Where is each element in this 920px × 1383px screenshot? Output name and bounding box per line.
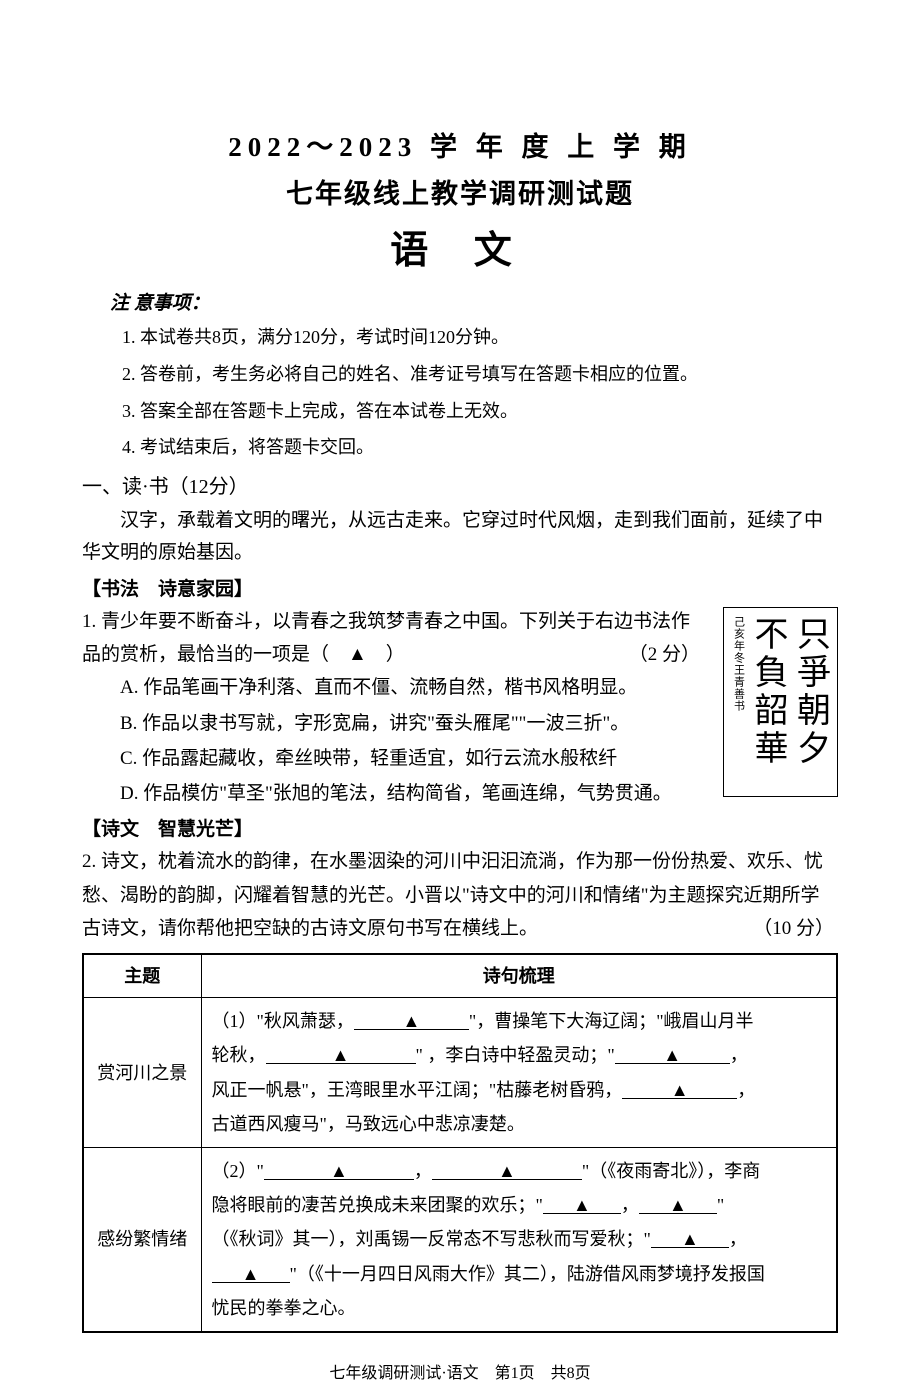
question-2-text: 2. 诗文，枕着流水的韵律，在水墨洇染的河川中汩汩流淌，作为那一份份热爱、欢乐、… — [82, 845, 838, 945]
row1-theme: 赏河川之景 — [83, 998, 201, 1148]
r2-t9: "（《十一月四日风雨大作》其二），陆游借风雨梦境抒发报国 — [290, 1264, 765, 1284]
r1-t1: （1）"秋风萧瑟， — [212, 1011, 354, 1031]
r2-t7: （《秋词》其一），刘禹锡一反常态不写悲秋而写爱秋；" — [212, 1229, 651, 1249]
notice-item-3: 3. 答案全部在答题卡上完成，答在本试卷上无效。 — [122, 397, 838, 426]
blank-8: ▲ — [639, 1196, 717, 1214]
r2-t4: 隐将眼前的凄苦兑换成未来团聚的欢乐；" — [212, 1195, 543, 1215]
blank-1: ▲ — [354, 1012, 469, 1030]
option-a: A. 作品笔画干净利落、直而不僵、流畅自然，楷书风格明显。 — [120, 671, 708, 704]
calligraphy-col-2: 不負韶華 — [749, 616, 786, 768]
option-d: D. 作品模仿"草圣"张旭的笔法，结构简省，笔画连绵，气势贯通。 — [120, 777, 708, 810]
title-line-3: 语 文 — [82, 219, 838, 274]
sub-header-calligraphy: 【书法 诗意家园】 — [82, 574, 838, 601]
th-content: 诗句梳理 — [201, 954, 837, 998]
r1-t8: 古道西风瘦马"，马致远心中悲凉凄楚。 — [212, 1114, 525, 1134]
question-1-container: 1. 青少年要不断奋斗，以青春之我筑梦青春之中国。下列关于右边书法作品的赏析，最… — [82, 605, 838, 811]
option-b: B. 作品以隶书写就，字形宽扁，讲究"蚕头雁尾""一波三折"。 — [120, 707, 708, 740]
notice-item-4: 4. 考试结束后，将答题卡交回。 — [122, 433, 838, 462]
r1-t3: 轮秋， — [212, 1045, 266, 1065]
r2-t1: （2）" — [212, 1161, 264, 1181]
r1-t7: ， — [737, 1080, 755, 1100]
blank-4: ▲ — [622, 1081, 737, 1099]
r2-t2: ， — [414, 1161, 432, 1181]
r1-t5: ， — [730, 1045, 748, 1065]
r2-t5: ， — [621, 1195, 639, 1215]
notice-item-2: 2. 答卷前，考生务必将自己的姓名、准考证号填写在答题卡相应的位置。 — [122, 360, 838, 389]
calligraphy-col-1: 只爭朝夕 — [791, 616, 828, 768]
blank-6: ▲ — [432, 1162, 582, 1180]
blank-10: ▲ — [212, 1265, 290, 1283]
blank-9: ▲ — [651, 1230, 729, 1248]
blank-7: ▲ — [543, 1196, 621, 1214]
r1-t4: " ，李白诗中轻盈灵动；" — [416, 1045, 615, 1065]
page-footer: 七年级调研测试·语文 第1页 共8页 — [82, 1359, 838, 1383]
title-line-1: 2022～2023 学 年 度 上 学 期 — [82, 125, 838, 164]
r1-t2: "，曹操笔下大海辽阔；"峨眉山月半 — [469, 1011, 754, 1031]
r2-t3: "（《夜雨寄北》），李商 — [582, 1161, 760, 1181]
section-1-intro: 汉字，承载着文明的曙光，从远古走来。它穿过时代风烟，走到我们面前，延续了中华文明… — [82, 505, 838, 570]
row2-theme: 感纷繁情绪 — [83, 1147, 201, 1331]
q1-stem: 1. 青少年要不断奋斗，以青春之我筑梦青春之中国。下列关于右边书法作品的赏析，最… — [82, 611, 690, 665]
table-row-1: 赏河川之景 （1）"秋风萧瑟，▲"，曹操笔下大海辽阔；"峨眉山月半 轮秋，▲" … — [83, 998, 837, 1148]
r1-t6: 风正一帆悬"，王湾眼里水平江阔；"枯藤老树昏鸦， — [212, 1080, 623, 1100]
table-header-row: 主题 诗句梳理 — [83, 954, 837, 998]
q2-score: （10 分） — [753, 912, 834, 945]
blank-2: ▲ — [266, 1046, 416, 1064]
title-line-2: 七年级线上教学调研测试题 — [82, 172, 838, 211]
row1-content: （1）"秋风萧瑟，▲"，曹操笔下大海辽阔；"峨眉山月半 轮秋，▲" ，李白诗中轻… — [201, 998, 837, 1148]
notice-header: 注 意事项： — [110, 288, 838, 315]
calligraphy-image: 只爭朝夕 不負韶華 己亥年冬王青善书 — [723, 607, 838, 797]
th-theme: 主题 — [83, 954, 201, 998]
sub-header-poetry: 【诗文 智慧光芒】 — [82, 814, 838, 841]
r2-t8: ， — [729, 1229, 747, 1249]
calligraphy-signature: 己亥年冬王青善书 — [733, 616, 744, 712]
row2-content: （2）"▲，▲"（《夜雨寄北》），李商 隐将眼前的凄苦兑换成未来团聚的欢乐；"▲… — [201, 1147, 837, 1331]
table-row-2: 感纷繁情绪 （2）"▲，▲"（《夜雨寄北》），李商 隐将眼前的凄苦兑换成未来团聚… — [83, 1147, 837, 1331]
section-1-header: 一、读·书（12分） — [82, 470, 838, 499]
option-c: C. 作品露起藏收，牵丝映带，轻重适宜，如行云流水般秾纤 — [120, 742, 708, 775]
r2-t6: " — [717, 1195, 724, 1215]
blank-3: ▲ — [615, 1046, 730, 1064]
notice-item-1: 1. 本试卷共8页，满分120分，考试时间120分钟。 — [122, 323, 838, 352]
q2-stem: 2. 诗文，枕着流水的韵律，在水墨洇染的河川中汩汩流淌，作为那一份份热爱、欢乐、… — [82, 851, 823, 939]
blank-5: ▲ — [264, 1162, 414, 1180]
q1-score: （2 分） — [629, 638, 700, 671]
poem-table: 主题 诗句梳理 赏河川之景 （1）"秋风萧瑟，▲"，曹操笔下大海辽阔；"峨眉山月… — [82, 953, 838, 1333]
